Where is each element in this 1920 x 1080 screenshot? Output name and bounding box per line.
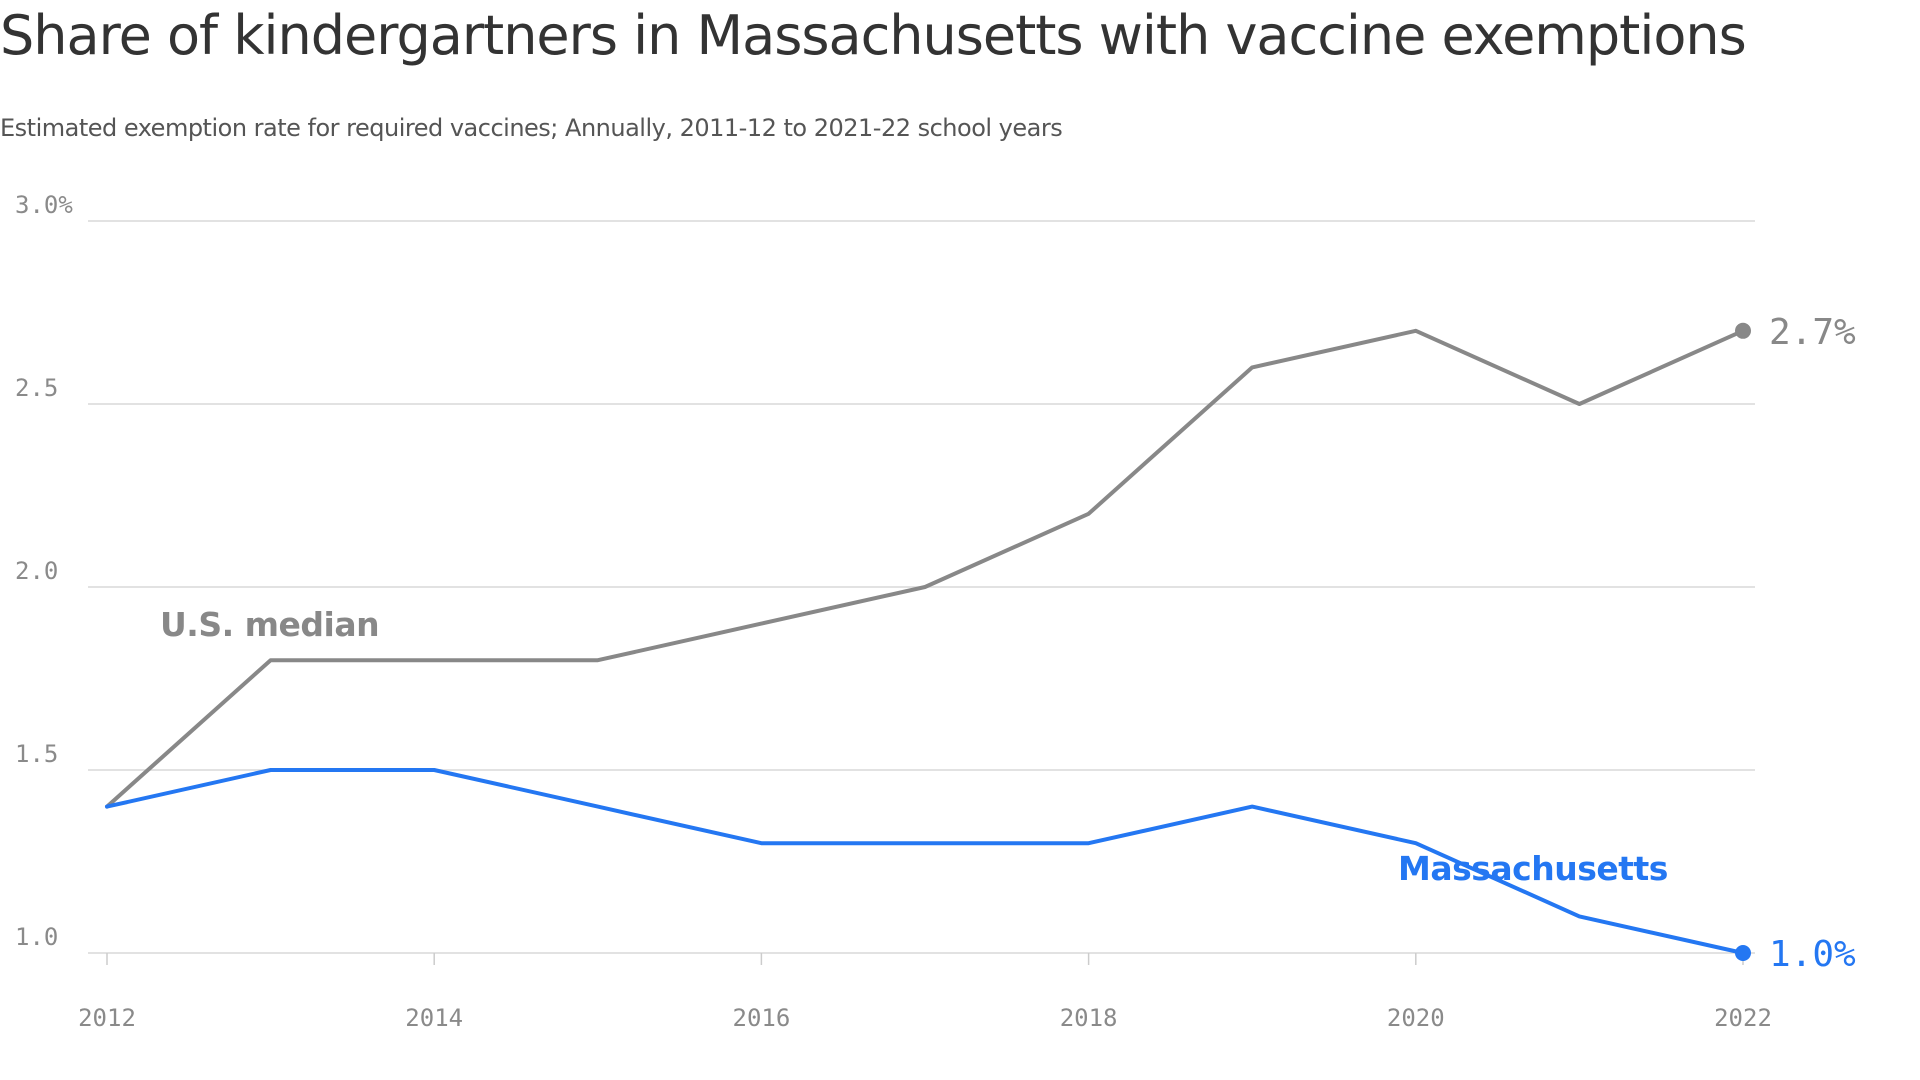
series-line-u-s-median xyxy=(105,328,1745,809)
y-tick-label: 3.0% xyxy=(15,191,73,219)
x-tick-label: 2014 xyxy=(405,1004,463,1032)
chart-title: Share of kindergartners in Massachusetts… xyxy=(0,4,1747,67)
x-tick-label: 2018 xyxy=(1060,1004,1118,1032)
x-tick-label: 2022 xyxy=(1714,1004,1772,1032)
y-tick-label: 2.5 xyxy=(15,374,58,402)
x-tick-label: 2016 xyxy=(733,1004,791,1032)
y-tick-label: 2.0 xyxy=(15,557,58,585)
x-tick-label: 2020 xyxy=(1387,1004,1445,1032)
y-tick-label: 1.5 xyxy=(15,740,58,768)
series-label-massachusetts: Massachusetts xyxy=(1398,849,1668,888)
series-label-u-s-median: U.S. median xyxy=(160,605,379,644)
end-value-label-massachusetts: 1.0% xyxy=(1769,934,1856,975)
x-tick-label: 2012 xyxy=(78,1004,136,1032)
grid-layer: 1.0 1.5 2.0 2.5 3.0% xyxy=(15,191,1755,954)
label-layer: 2.7% 1.0% U.S. median Massachusetts xyxy=(160,312,1856,975)
end-point-u-s-median xyxy=(1735,322,1751,339)
x-axis: 2012 2014 2016 2018 2020 2022 xyxy=(78,953,1772,1032)
end-value-label-u-s-median: 2.7% xyxy=(1769,312,1856,353)
end-point-massachusetts xyxy=(1735,945,1751,961)
y-tick-label: 1.0 xyxy=(15,923,58,951)
series-line-massachusetts xyxy=(105,768,1745,955)
series-layer xyxy=(105,322,1751,961)
chart-subtitle: Estimated exemption rate for required va… xyxy=(0,114,1063,142)
